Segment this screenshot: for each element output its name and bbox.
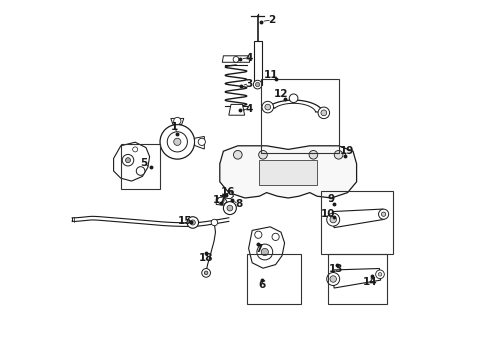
Circle shape (272, 233, 279, 240)
Polygon shape (114, 142, 149, 181)
Text: 12: 12 (274, 89, 288, 99)
Circle shape (204, 271, 208, 275)
Polygon shape (195, 136, 204, 149)
Text: 19: 19 (340, 146, 354, 156)
Circle shape (330, 216, 337, 223)
Circle shape (379, 209, 389, 219)
Circle shape (167, 132, 187, 152)
Circle shape (381, 212, 386, 216)
Circle shape (255, 82, 260, 87)
Circle shape (261, 248, 269, 256)
Circle shape (223, 202, 236, 215)
Circle shape (327, 273, 340, 285)
Circle shape (289, 94, 298, 103)
Bar (320, 191, 392, 254)
Circle shape (259, 150, 268, 159)
Circle shape (187, 217, 198, 228)
Text: 16: 16 (220, 186, 235, 197)
Polygon shape (171, 118, 184, 125)
Circle shape (257, 244, 273, 260)
Circle shape (122, 154, 134, 166)
Polygon shape (332, 269, 381, 288)
Circle shape (334, 150, 343, 159)
Circle shape (255, 231, 262, 238)
Text: 9: 9 (327, 194, 334, 204)
Circle shape (253, 80, 262, 89)
Circle shape (227, 205, 233, 211)
Bar (328, 254, 387, 304)
Text: 4: 4 (245, 104, 253, 114)
Circle shape (265, 104, 270, 110)
Polygon shape (259, 160, 317, 185)
Circle shape (233, 57, 239, 62)
Polygon shape (254, 41, 262, 85)
Polygon shape (220, 146, 357, 198)
Circle shape (198, 138, 205, 145)
Text: 14: 14 (363, 276, 378, 287)
Polygon shape (229, 104, 245, 115)
Circle shape (211, 219, 218, 226)
Text: 6: 6 (259, 280, 266, 291)
Text: 13: 13 (328, 264, 343, 274)
Circle shape (190, 220, 196, 225)
Circle shape (233, 150, 242, 159)
Circle shape (376, 270, 384, 279)
Bar (121, 144, 160, 189)
Text: 18: 18 (199, 253, 213, 264)
Text: 17: 17 (213, 195, 227, 205)
Text: 7: 7 (255, 244, 262, 254)
Circle shape (262, 101, 273, 113)
Circle shape (133, 147, 138, 152)
Circle shape (218, 197, 224, 204)
Bar (261, 79, 339, 153)
Text: 10: 10 (320, 209, 335, 219)
Circle shape (309, 150, 318, 159)
Circle shape (136, 167, 145, 175)
Circle shape (174, 138, 181, 145)
Circle shape (327, 213, 340, 226)
Text: 5: 5 (140, 158, 147, 168)
Circle shape (330, 276, 337, 282)
Circle shape (174, 117, 181, 125)
Text: 1: 1 (171, 122, 178, 132)
Text: 8: 8 (235, 199, 242, 210)
Circle shape (321, 110, 327, 116)
Text: 15: 15 (178, 216, 192, 226)
Text: 2: 2 (269, 15, 275, 25)
Text: 4: 4 (245, 53, 253, 63)
Text: 3: 3 (245, 78, 253, 89)
Polygon shape (216, 196, 227, 205)
Text: 11: 11 (264, 69, 278, 80)
Polygon shape (222, 56, 250, 62)
Polygon shape (248, 227, 285, 268)
Polygon shape (332, 209, 384, 228)
Circle shape (378, 273, 382, 276)
Circle shape (160, 125, 195, 159)
Circle shape (318, 107, 330, 118)
Polygon shape (225, 192, 233, 199)
Bar (247, 254, 301, 304)
Circle shape (202, 269, 210, 277)
Circle shape (125, 158, 130, 163)
